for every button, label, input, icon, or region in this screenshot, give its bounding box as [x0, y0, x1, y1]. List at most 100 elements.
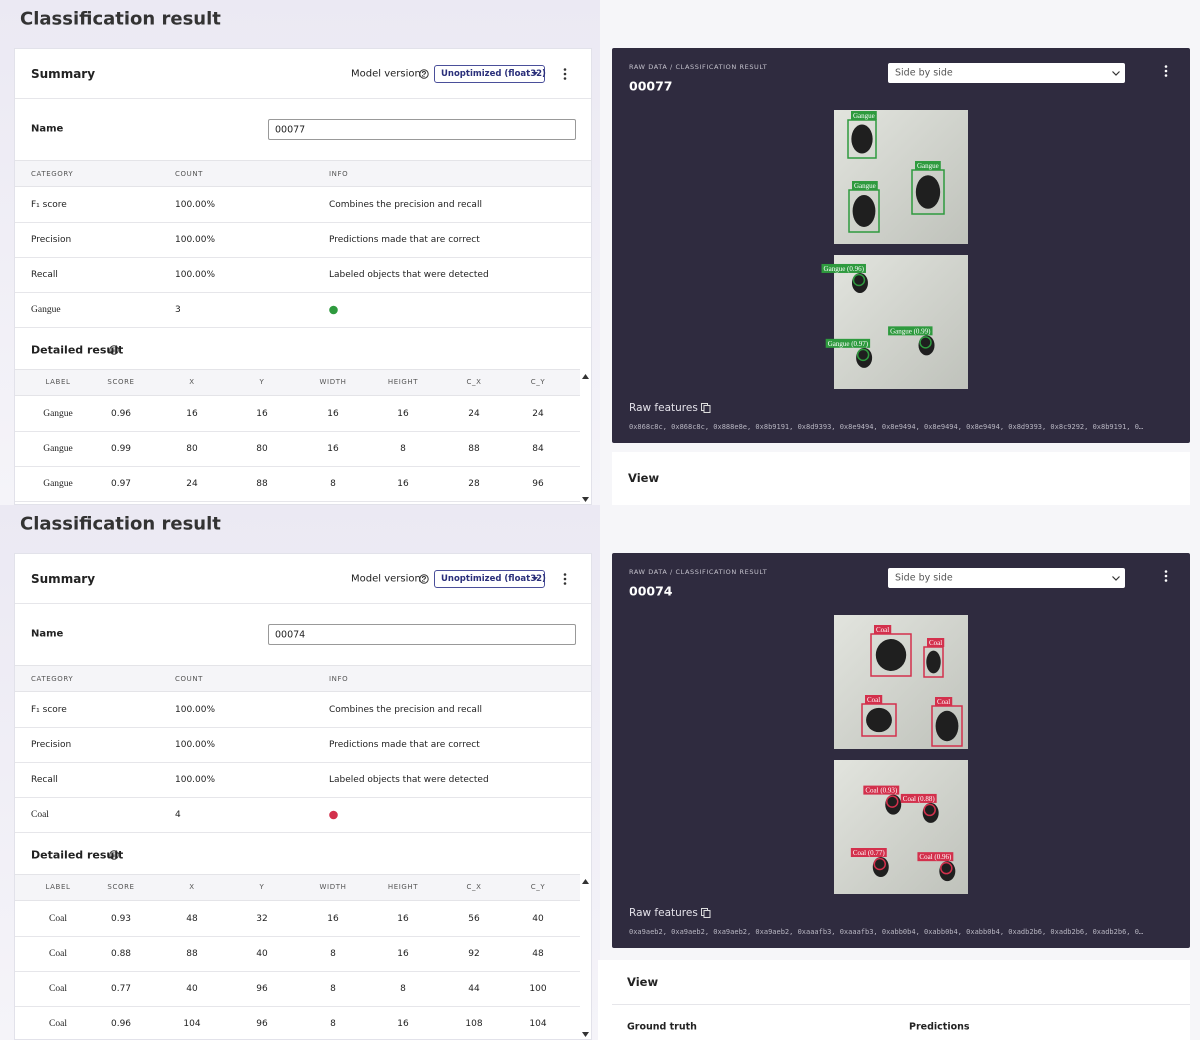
- ground-truth-label: Gangue: [854, 182, 876, 190]
- detail-cell: 8: [330, 984, 336, 994]
- raw-features-label: Raw features: [629, 402, 698, 414]
- class-color: [329, 305, 338, 315]
- detail-cell: 8: [400, 444, 406, 454]
- detail-cell: 8: [330, 949, 336, 959]
- prediction-label-bg: [821, 263, 866, 273]
- view-card: View Ground truth Predictions: [598, 960, 1190, 1040]
- model-version-select[interactable]: Unoptimized (float32): [434, 570, 546, 588]
- prediction-label: Coal (0.93): [865, 787, 898, 795]
- model-version-value: Unoptimized (float32): [441, 69, 546, 79]
- model-version-label: Model version:: [351, 573, 425, 585]
- detail-cell: 40: [186, 984, 198, 994]
- card-heading: Summary: [31, 572, 96, 586]
- detailed-heading: Detailed result: [31, 848, 124, 862]
- row-divider: [15, 257, 591, 258]
- divider: [15, 603, 591, 604]
- detail-cell: 16: [327, 444, 339, 454]
- prediction-label-bg: [917, 852, 954, 862]
- metrics-cell: 100.00%: [175, 235, 216, 245]
- row-divider: [15, 727, 591, 728]
- prediction-label-bg: [888, 326, 933, 336]
- metrics-cell: Precision: [31, 740, 72, 750]
- metrics-cell: Labeled objects that were detected: [329, 775, 489, 785]
- model-version-value: Unoptimized (float32): [441, 574, 546, 584]
- more-menu[interactable]: [562, 573, 568, 585]
- detail-column: Y: [259, 883, 265, 891]
- metrics-column: CATEGORY: [31, 675, 74, 683]
- view-column: Ground truth: [627, 1021, 697, 1033]
- detail-column: LABEL: [45, 883, 71, 891]
- breadcrumb: RAW DATA / CLASSIFICATION RESULT: [629, 568, 768, 576]
- view-mode-select[interactable]: Side by side: [888, 63, 1125, 83]
- help-icon: [419, 574, 429, 584]
- scrollbar[interactable]: [582, 373, 590, 505]
- copy-icon[interactable]: [701, 403, 711, 413]
- model-version-label: Model version:: [351, 68, 425, 80]
- icon-dot: [423, 580, 425, 582]
- detail-cell: 24: [468, 409, 480, 419]
- row-divider: [15, 222, 591, 223]
- row-divider: [15, 762, 591, 763]
- summary-card: Summary Model version: Unoptimized (float3…: [14, 553, 592, 1040]
- metrics-cell: 100.00%: [175, 775, 216, 785]
- ground-truth-label-bg: [935, 697, 953, 706]
- metrics-column: CATEGORY: [31, 170, 74, 178]
- detail-cell: 16: [327, 409, 339, 419]
- breadcrumb: RAW DATA / CLASSIFICATION RESULT: [629, 63, 768, 71]
- metrics-cell: Combines the precision and recall: [329, 200, 482, 210]
- prediction-centroid: [856, 348, 870, 362]
- ground-truth-label: Gangue: [917, 162, 939, 170]
- class-count: 4: [175, 810, 181, 820]
- arrow: [532, 577, 538, 581]
- more-menu[interactable]: [562, 68, 568, 80]
- detail-column: C_Y: [530, 378, 546, 386]
- image-background: [834, 255, 968, 389]
- name-input[interactable]: 00074: [268, 624, 576, 645]
- detail-cell: 104: [529, 1019, 547, 1029]
- icon-ring: [419, 69, 429, 79]
- sample-id: 00077: [629, 78, 673, 94]
- classification-panel: Classification result Summary Model versio…: [0, 0, 1200, 505]
- copy-icon[interactable]: [701, 908, 711, 918]
- scrollbar[interactable]: [582, 878, 590, 1040]
- viewer-panel: RAW DATA / CLASSIFICATION RESULT 00077 Sid…: [612, 48, 1190, 443]
- detail-cell: 92: [468, 949, 480, 959]
- rock: [915, 175, 941, 209]
- row-divider: [15, 501, 580, 502]
- arrow: [532, 72, 538, 76]
- detail-cell: 80: [186, 444, 198, 454]
- detail-cell: 108: [465, 1019, 483, 1029]
- detail-cell: 16: [397, 949, 409, 959]
- rock: [875, 639, 907, 671]
- detail-column: WIDTH: [319, 883, 347, 891]
- detail-column: C_X: [466, 378, 482, 386]
- model-version-select[interactable]: Unoptimized (float32): [434, 65, 546, 83]
- ground-truth-label: Coal: [929, 639, 942, 647]
- more-menu[interactable]: [1163, 65, 1169, 77]
- metrics-cell: Recall: [31, 270, 58, 280]
- metrics-cell: Labeled objects that were detected: [329, 270, 489, 280]
- info-icon: [109, 850, 119, 860]
- prediction-image: Gangue (0.96) Gangue (0.99) Gangue (0.97): [821, 255, 968, 389]
- detail-cell: Coal: [49, 984, 67, 994]
- prediction-label: Gangue (0.96): [824, 265, 865, 273]
- metrics-cell: Recall: [31, 775, 58, 785]
- metrics-header: [15, 665, 591, 692]
- chevron-path: [1112, 576, 1120, 581]
- menu-dot: [563, 582, 567, 585]
- more-menu[interactable]: [1163, 570, 1169, 582]
- detail-cell: Coal: [49, 1019, 67, 1029]
- detail-cell: 96: [532, 479, 544, 489]
- prediction-label: Coal (0.88): [903, 795, 936, 803]
- detailed-heading: Detailed result: [31, 343, 124, 357]
- name-input[interactable]: 00077: [268, 119, 576, 140]
- menu-dot: [563, 72, 567, 76]
- prediction-centroid: [852, 273, 866, 287]
- chevron-path: [1112, 71, 1120, 76]
- view-mode-select[interactable]: Side by side: [888, 568, 1125, 588]
- view-column: Predictions: [909, 1021, 970, 1033]
- detail-cell: Gangue: [43, 409, 73, 419]
- row-divider: [15, 431, 580, 432]
- copy-front: [703, 910, 711, 918]
